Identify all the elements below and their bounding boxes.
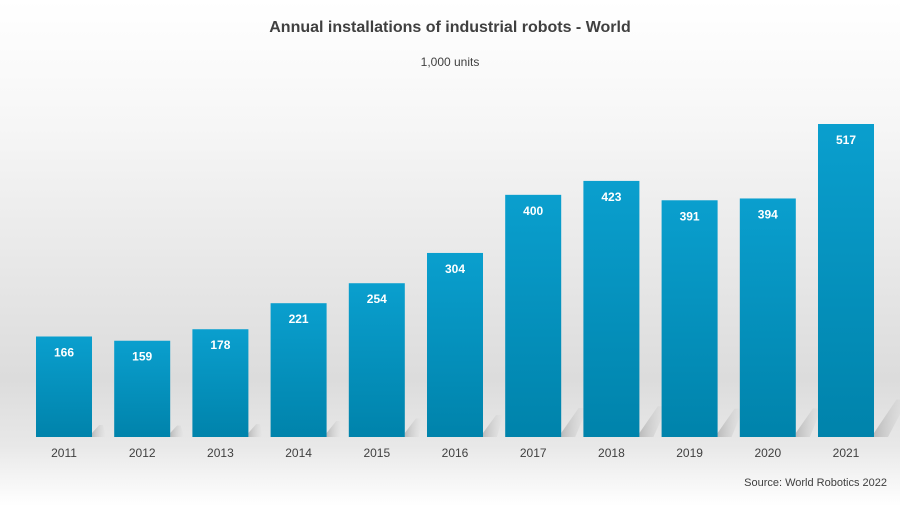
data-label: 394 bbox=[758, 207, 778, 221]
bar-shadow bbox=[248, 424, 263, 437]
bar-2019 bbox=[661, 200, 718, 437]
bar-shadow bbox=[795, 408, 822, 437]
x-tick-label: 2020 bbox=[754, 446, 781, 460]
bar-2014 bbox=[270, 303, 327, 437]
x-tick-label: 2013 bbox=[207, 446, 234, 460]
bar-2011 bbox=[36, 336, 92, 437]
data-label: 517 bbox=[836, 133, 856, 147]
x-tick-label: 2015 bbox=[363, 446, 390, 460]
bar-2017 bbox=[505, 194, 562, 437]
data-label: 159 bbox=[132, 350, 152, 364]
bar-shadow bbox=[170, 425, 185, 437]
data-label: 391 bbox=[680, 209, 700, 223]
bar-shadow bbox=[717, 408, 744, 437]
x-tick-label: 2017 bbox=[520, 446, 547, 460]
bar-shadow bbox=[326, 420, 342, 437]
bar-shadow bbox=[92, 424, 106, 437]
bar-2021 bbox=[818, 124, 874, 437]
data-label: 304 bbox=[445, 262, 465, 276]
x-tick-label: 2014 bbox=[285, 446, 312, 460]
x-tick-label: 2012 bbox=[129, 446, 156, 460]
chart-title: Annual installations of industrial robot… bbox=[269, 19, 631, 36]
data-label: 254 bbox=[367, 292, 387, 306]
bar-2015 bbox=[348, 283, 405, 437]
bar-2013 bbox=[192, 329, 249, 437]
bar-shadow bbox=[639, 406, 668, 437]
data-label: 400 bbox=[523, 204, 543, 218]
bar-2012 bbox=[114, 340, 171, 437]
bar-shadow bbox=[561, 407, 588, 437]
bar-shadow bbox=[874, 399, 900, 437]
data-label: 166 bbox=[54, 346, 74, 360]
data-label: 221 bbox=[289, 312, 309, 326]
bar-shadow bbox=[404, 418, 422, 437]
x-tick-label: 2021 bbox=[833, 446, 860, 460]
bar-2018 bbox=[583, 180, 640, 437]
x-tick-label: 2018 bbox=[598, 446, 625, 460]
bar-2016 bbox=[427, 252, 483, 437]
bar-shadow bbox=[483, 414, 503, 437]
source-note: Source: World Robotics 2022 bbox=[744, 477, 887, 489]
x-tick-label: 2016 bbox=[442, 446, 469, 460]
data-label: 423 bbox=[601, 190, 621, 204]
data-label: 178 bbox=[210, 338, 230, 352]
chart-subtitle: 1,000 units bbox=[420, 55, 480, 69]
x-tick-label: 2011 bbox=[51, 446, 77, 460]
bar-2020 bbox=[739, 198, 796, 437]
x-tick-label: 2019 bbox=[676, 446, 703, 460]
